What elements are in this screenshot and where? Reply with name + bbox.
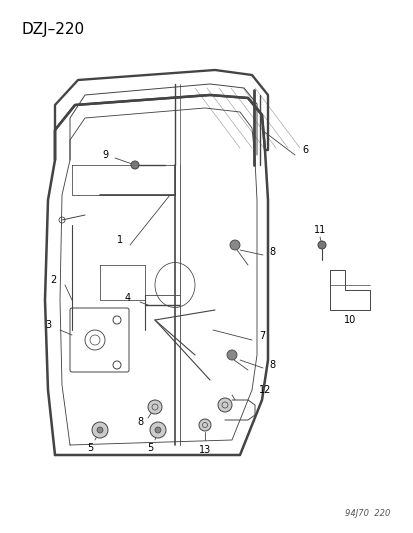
Circle shape bbox=[317, 241, 325, 249]
Circle shape bbox=[92, 422, 108, 438]
Text: 9: 9 bbox=[102, 150, 108, 160]
Text: 7: 7 bbox=[258, 331, 264, 341]
Text: 8: 8 bbox=[137, 417, 143, 427]
Text: 12: 12 bbox=[258, 385, 271, 395]
Circle shape bbox=[226, 350, 236, 360]
Circle shape bbox=[199, 419, 211, 431]
Text: 11: 11 bbox=[313, 225, 325, 235]
Circle shape bbox=[131, 161, 139, 169]
Text: 8: 8 bbox=[268, 360, 274, 370]
Circle shape bbox=[218, 398, 231, 412]
Text: 3: 3 bbox=[45, 320, 51, 330]
Text: 5: 5 bbox=[147, 443, 153, 453]
Text: 8: 8 bbox=[268, 247, 274, 257]
Circle shape bbox=[147, 400, 161, 414]
Text: 6: 6 bbox=[301, 145, 307, 155]
Text: DZJ–220: DZJ–220 bbox=[22, 22, 85, 37]
Text: 2: 2 bbox=[50, 275, 56, 285]
Text: 1: 1 bbox=[116, 235, 123, 245]
Text: 10: 10 bbox=[343, 315, 355, 325]
Text: 4: 4 bbox=[125, 293, 131, 303]
Text: 5: 5 bbox=[87, 443, 93, 453]
Text: 94J70  220: 94J70 220 bbox=[344, 509, 389, 518]
Text: 13: 13 bbox=[198, 445, 211, 455]
Circle shape bbox=[97, 427, 103, 433]
Circle shape bbox=[154, 427, 161, 433]
Circle shape bbox=[150, 422, 166, 438]
Circle shape bbox=[230, 240, 240, 250]
